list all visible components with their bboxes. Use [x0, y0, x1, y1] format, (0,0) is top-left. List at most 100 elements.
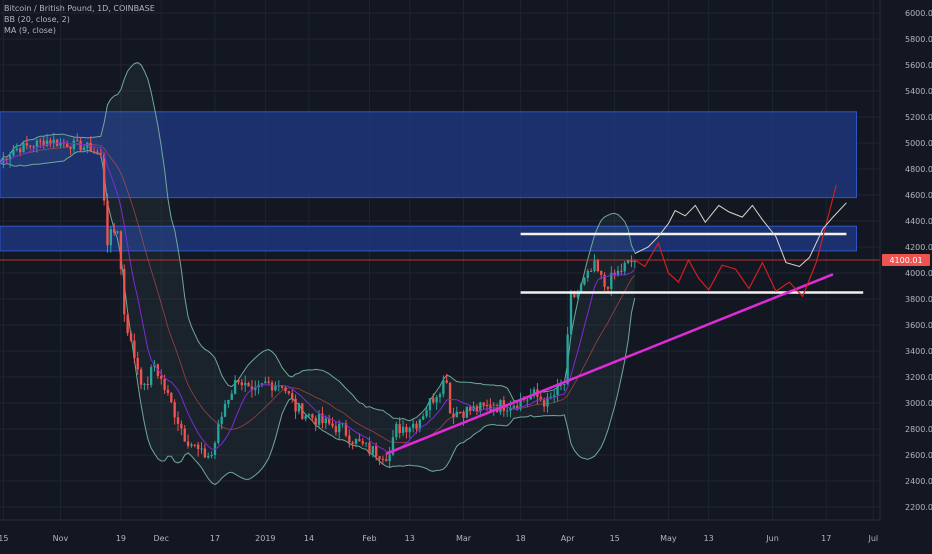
candle-body	[579, 284, 583, 293]
candle-body	[307, 414, 311, 416]
candle-body	[495, 408, 499, 413]
candle-body	[291, 393, 294, 399]
projection-path-red[interactable]	[634, 184, 837, 298]
candle-body	[341, 423, 344, 425]
time-tick-label: Jul	[867, 534, 878, 543]
candle-body	[301, 403, 304, 419]
symbol-title: Bitcoin / British Pound, 1D, COINBASE	[4, 4, 155, 13]
candle-body	[220, 416, 223, 425]
candle-body	[573, 293, 576, 297]
candle-body	[482, 402, 485, 406]
candle-body	[146, 383, 149, 386]
candle-body	[448, 382, 452, 414]
ma-indicator-label[interactable]: MA (9, close)	[4, 26, 56, 35]
price-tick-label: 6000.00	[905, 9, 932, 18]
candle-body	[170, 392, 173, 403]
candle-body	[126, 314, 129, 334]
candle-body	[327, 418, 331, 424]
last-price-label: 4100.01	[889, 256, 922, 265]
time-tick-label: 13	[704, 534, 714, 543]
candle-body	[553, 395, 556, 397]
candle-body	[411, 423, 415, 428]
candle-body	[445, 380, 448, 383]
candle-body	[415, 423, 418, 429]
candle-body	[180, 423, 183, 429]
candle-body	[600, 271, 603, 275]
candle-body	[499, 400, 502, 413]
time-tick-label: 15	[610, 534, 620, 543]
candle-body	[207, 455, 210, 458]
candle-body	[160, 375, 163, 379]
price-tick-label: 2800.00	[905, 425, 932, 434]
price-tick-label: 3800.00	[905, 295, 932, 304]
candle-body	[8, 155, 12, 160]
candle-body	[512, 405, 516, 409]
price-tick-label: 2400.00	[905, 477, 932, 486]
candle-body	[559, 384, 563, 386]
candle-body	[92, 151, 96, 153]
bollinger-basis	[0, 143, 636, 444]
candle-body	[385, 459, 388, 461]
candle-body	[55, 139, 59, 146]
time-tick-label: Dec	[153, 534, 168, 543]
candle-body	[425, 410, 428, 417]
candle-body	[351, 442, 354, 444]
candle-body	[66, 143, 69, 148]
candle-body	[344, 423, 348, 436]
candle-body	[12, 150, 15, 156]
candle-body	[475, 406, 479, 412]
candle-body	[311, 414, 314, 418]
candle-body	[381, 459, 385, 461]
candle-body	[586, 270, 589, 278]
candle-body	[378, 456, 381, 460]
candle-body	[230, 393, 233, 400]
time-tick-label: 17	[821, 534, 831, 543]
candle-body	[375, 445, 378, 457]
candle-body	[442, 380, 445, 395]
candle-body	[15, 148, 18, 151]
candle-body	[166, 389, 170, 393]
candle-body	[270, 382, 274, 391]
candle-body	[233, 380, 237, 394]
time-tick-label: 19	[116, 534, 126, 543]
candle-body	[136, 357, 139, 370]
candle-body	[519, 398, 522, 409]
candle-body	[109, 229, 113, 246]
last-price-badge	[882, 253, 930, 266]
candle-body	[200, 448, 203, 450]
price-tick-label: 2200.00	[905, 503, 932, 512]
price-tick-label: 5000.00	[905, 139, 932, 148]
time-tick-label: Mar	[456, 534, 472, 543]
candle-body	[398, 424, 401, 433]
candle-body	[432, 398, 435, 403]
candle-body	[5, 158, 8, 160]
candle-body	[294, 398, 297, 412]
candle-body	[196, 444, 200, 449]
candle-body	[458, 411, 462, 413]
candle-body	[334, 426, 338, 433]
candle-body	[395, 424, 398, 438]
candle-body	[462, 412, 465, 418]
price-tick-label: 3600.00	[905, 321, 932, 330]
candle-body	[455, 411, 458, 418]
candle-body	[479, 402, 482, 412]
candle-body	[438, 394, 442, 397]
candle-body	[49, 140, 52, 144]
time-axis	[0, 520, 932, 550]
candle-body	[452, 413, 455, 418]
candle-body	[297, 403, 301, 412]
candle-body	[163, 378, 166, 390]
candle-body	[106, 200, 109, 246]
bollinger-fill	[0, 62, 635, 485]
price-tick-label: 3000.00	[905, 399, 932, 408]
trendline[interactable]	[385, 273, 834, 455]
candle-body	[361, 441, 364, 444]
candle-body	[539, 396, 542, 401]
candle-body	[267, 381, 270, 383]
candle-body	[203, 448, 207, 458]
projection-path-light[interactable]	[634, 202, 847, 268]
bb-indicator-label[interactable]: BB (20, close, 2)	[4, 15, 70, 24]
candle-body	[626, 260, 630, 263]
